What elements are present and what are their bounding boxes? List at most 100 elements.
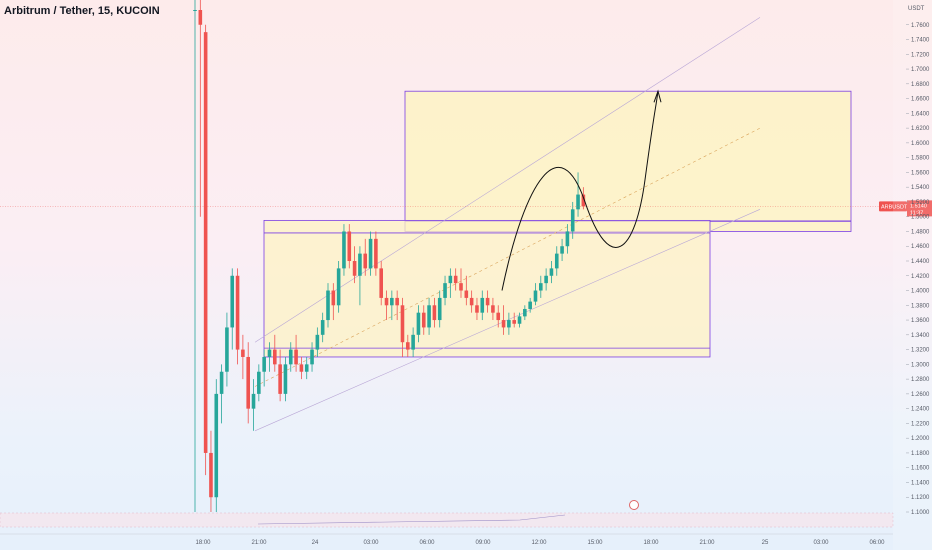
projected-path-arrowhead	[653, 89, 662, 103]
time-tick-label: 21:00	[699, 540, 715, 546]
candle-body	[320, 320, 325, 335]
candle-body	[437, 297, 442, 321]
candle-body	[379, 268, 383, 298]
candle-body	[469, 297, 474, 306]
candle-body	[219, 371, 224, 394]
price-tick-label: 1.1600	[911, 466, 930, 472]
time-tick-label: 25	[762, 540, 769, 546]
candle-body	[246, 356, 250, 409]
symbol-tag-bg	[879, 201, 907, 212]
candle-body	[453, 275, 458, 284]
price-tick-label: 1.1800	[911, 451, 930, 457]
candle-body	[432, 305, 437, 321]
candle-body	[400, 305, 405, 343]
candle-body	[262, 356, 266, 372]
projected-path	[501, 91, 659, 291]
candle-body	[278, 364, 282, 394]
time-tick-label: 24	[312, 540, 319, 546]
candle-body	[257, 371, 261, 394]
candle-body	[448, 275, 453, 284]
candle-body	[368, 238, 373, 269]
price-tick-label: 1.6400	[911, 111, 930, 117]
price-tick-label: 1.2600	[911, 392, 930, 398]
price-tick-label: 1.2400	[911, 407, 930, 413]
candle-body	[480, 297, 485, 313]
price-tick-label: 1.5600	[911, 170, 930, 176]
candle-body	[485, 297, 490, 306]
candle-body	[507, 320, 511, 328]
symbol-tag: ARBUSDT	[881, 204, 908, 210]
time-tick-label: 12:00	[531, 540, 547, 546]
candle-body	[517, 316, 522, 324]
candle-body	[326, 290, 330, 321]
time-tick-label: 09:00	[475, 540, 491, 546]
candle-body	[283, 364, 288, 394]
current-price-value: 1.5140	[910, 203, 927, 209]
candle-body	[533, 290, 538, 302]
price-tick-label: 1.3600	[911, 318, 930, 324]
candle-body	[214, 393, 219, 498]
candle-body	[315, 334, 320, 350]
candle-body	[241, 349, 245, 357]
candle-body	[294, 349, 298, 365]
candle-body	[390, 297, 394, 306]
price-tick-label: 1.2000	[911, 436, 930, 442]
candle-body	[491, 305, 495, 313]
candle-body	[198, 10, 203, 25]
candle-body	[235, 275, 240, 350]
price-tick-label: 1.3800	[911, 303, 930, 309]
price-tick-label: 1.5800	[911, 156, 930, 162]
price-tick-label: 1.2200	[911, 421, 930, 427]
time-tick-label: 03:00	[813, 540, 829, 546]
candle-body	[565, 231, 570, 247]
price-tick-label: 1.7000	[911, 67, 930, 73]
candle-body	[203, 32, 208, 453]
candle-body	[310, 349, 314, 365]
candle-body	[459, 283, 463, 291]
candle-body	[576, 194, 580, 210]
candle-body	[395, 297, 399, 306]
candle-body	[523, 308, 527, 317]
candle-body	[512, 320, 516, 324]
price-tick-label: 1.5400	[911, 185, 930, 191]
price-tick-label: 1.1400	[911, 480, 930, 486]
candle-body	[475, 305, 479, 313]
time-tick-label: 18:00	[195, 540, 211, 546]
zone-layer	[263, 90, 852, 358]
price-tick-label: 1.1200	[911, 495, 930, 501]
price-tick-label: 1.7400	[911, 38, 930, 44]
candle-body	[230, 275, 235, 328]
candle-body	[193, 10, 197, 11]
price-tick-label: 1.6800	[911, 82, 930, 88]
candle-body	[288, 349, 293, 365]
candle-body	[560, 246, 564, 254]
price-tick-label: 1.4000	[911, 289, 930, 295]
candle-body	[406, 342, 410, 350]
candle-body	[464, 290, 469, 298]
indicator-line	[257, 514, 566, 525]
candle-layer	[193, 0, 586, 512]
candle-body	[539, 283, 543, 291]
time-tick-label: 15:00	[587, 540, 603, 546]
price-tick-label: 1.4200	[911, 274, 930, 280]
candle-body	[374, 238, 378, 269]
candle-body	[528, 301, 532, 309]
candle-body	[209, 452, 213, 498]
price-tick-label: 1.3200	[911, 348, 930, 354]
candle-body	[501, 320, 506, 328]
candle-body	[225, 327, 229, 372]
candle-body	[358, 253, 362, 276]
candle-body	[581, 194, 586, 207]
candle-body	[304, 364, 309, 372]
price-tick-label: 1.7600	[911, 23, 930, 29]
time-tick-label: 03:00	[363, 540, 379, 546]
price-tick-label: 1.7200	[911, 52, 930, 58]
time-tick-label: 06:00	[419, 540, 435, 546]
price-axis-bg	[893, 0, 932, 550]
candle-body	[331, 290, 336, 306]
candle-body	[570, 209, 575, 232]
candle-body	[363, 253, 368, 269]
grid-layer	[0, 512, 894, 528]
